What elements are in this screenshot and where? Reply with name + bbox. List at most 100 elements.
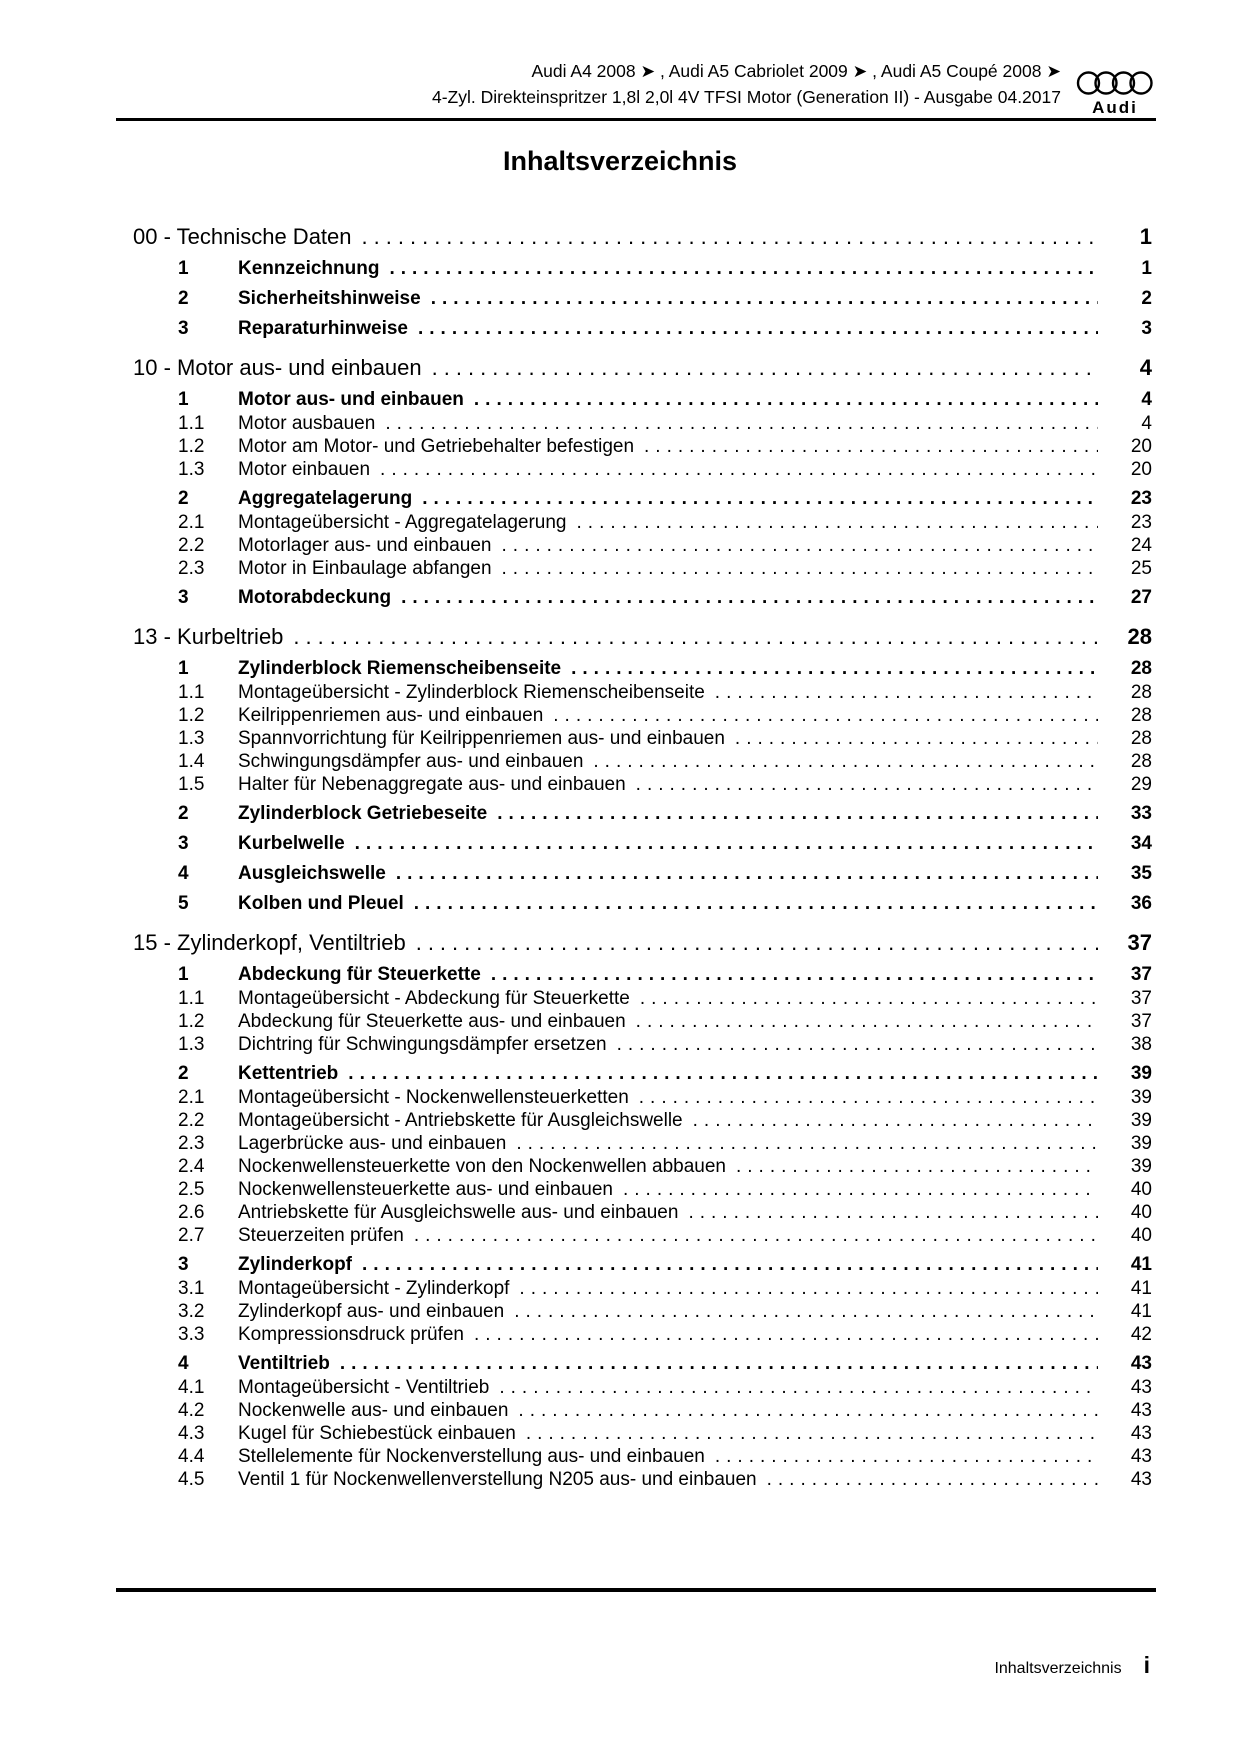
dot-leader: ........................................… — [418, 318, 1098, 339]
toc-chapter-row[interactable]: 00 - Technische Daten...................… — [116, 223, 1156, 251]
toc-entry-row[interactable]: 3.3 Kompressionsdruck prüfen.............… — [116, 1323, 1156, 1346]
toc-entry-row[interactable]: 1.2 Abdeckung für Steuerkette aus- und ei… — [116, 1010, 1156, 1033]
dot-leader: ........................................… — [525, 1423, 1098, 1444]
toc-entry-row[interactable]: 2.5 Nockenwellensteuerkette aus- und einb… — [116, 1178, 1156, 1201]
toc-entry-row[interactable]: 4.1 Montageübersicht - Ventiltrieb.......… — [116, 1376, 1156, 1399]
toc-entry-row[interactable]: 2.2 Motorlager aus- und einbauen.........… — [116, 534, 1156, 557]
dot-leader: ........................................… — [499, 1377, 1098, 1398]
toc-entry-title: Schwingungsdämpfer aus- und einbauen — [238, 751, 584, 772]
toc-page-number: 37 — [1130, 1011, 1152, 1032]
toc-entry-number: 1 — [178, 389, 189, 410]
toc-entry-row[interactable]: 1.2 Keilrippenriemen aus- und einbauen...… — [116, 704, 1156, 727]
toc-entry-number: 1.1 — [178, 413, 205, 434]
toc-page-number: 37 — [1127, 930, 1152, 955]
toc-entry-number: 2 — [178, 803, 189, 824]
toc-entry-title: Kurbelwelle — [238, 833, 345, 854]
toc-entry-row[interactable]: 1 Kennzeichnung..........................… — [116, 257, 1156, 281]
toc-entry-number: 1.3 — [178, 1034, 205, 1055]
toc-entry-number: 4.3 — [178, 1423, 205, 1444]
dot-leader: ........................................… — [354, 833, 1098, 854]
audi-rings-icon — [1076, 70, 1154, 98]
dot-leader: ........................................… — [688, 1202, 1098, 1223]
toc-entry-row[interactable]: 1 Abdeckung für Steuerkette..............… — [116, 963, 1156, 987]
toc-entry-row[interactable]: 4.2 Nockenwelle aus- und einbauen........… — [116, 1399, 1156, 1422]
toc-chapter-row[interactable]: 10 - Motor aus- und einbauen............… — [116, 354, 1156, 382]
toc-entry-row[interactable]: 3.2 Zylinderkopf aus- und einbauen.......… — [116, 1300, 1156, 1323]
toc-entry-row[interactable]: 3 Reparaturhinweise......................… — [116, 317, 1156, 341]
toc-entry-number: 1 — [178, 658, 189, 679]
toc-entry-row[interactable]: 1.3 Spannvorrichtung für Keilrippenriemen… — [116, 727, 1156, 750]
toc-entry-title: Motor in Einbaulage abfangen — [238, 558, 492, 579]
toc-entry-row[interactable]: 1.2 Motor am Motor- und Getriebehalter be… — [116, 435, 1156, 458]
page-title: Inhaltsverzeichnis — [502, 146, 738, 176]
toc-entry-number: 1.1 — [178, 682, 205, 703]
toc-entry-row[interactable]: 1.1 Montageübersicht - Zylinderblock Riem… — [116, 681, 1156, 704]
toc-entry-row[interactable]: 4.3 Kugel für Schiebestück einbauen......… — [116, 1422, 1156, 1445]
toc-page-number: 33 — [1130, 803, 1152, 824]
toc-entry-row[interactable]: 1.1 Motor ausbauen.......................… — [116, 412, 1156, 435]
toc-entry-title: Kennzeichnung — [238, 258, 380, 279]
toc-entry-number: 2.6 — [178, 1202, 205, 1223]
toc-page-number: 3 — [1141, 318, 1152, 339]
toc-entry-row[interactable]: 2.4 Nockenwellensteuerkette von den Nocke… — [116, 1155, 1156, 1178]
audi-wordmark: Audi — [1092, 98, 1138, 117]
toc-entry-row[interactable]: 2 Sicherheitshinweise....................… — [116, 287, 1156, 311]
page-header: Audi A4 2008 ➤ , Audi A5 Cabriolet 2009 … — [116, 58, 1156, 121]
dot-leader: ........................................… — [616, 1034, 1098, 1055]
toc-entry-number: 1.2 — [178, 705, 205, 726]
toc-entry-row[interactable]: 2 Zylinderblock Getriebeseite............… — [116, 802, 1156, 826]
toc-entry-title: Montageübersicht - Nockenwellensteuerket… — [238, 1087, 629, 1108]
toc-entry-number: 1 — [178, 258, 189, 279]
toc-entry-row[interactable]: 2.6 Antriebskette für Ausgleichswelle aus… — [116, 1201, 1156, 1224]
toc-page-number: 28 — [1130, 682, 1152, 703]
toc-entry-title: Nockenwellensteuerkette aus- und einbaue… — [238, 1179, 613, 1200]
toc-entry-number: 3 — [178, 833, 189, 854]
toc-entry-row[interactable]: 2.1 Montageübersicht - Nockenwellensteuer… — [116, 1086, 1156, 1109]
toc-entry-row[interactable]: 1.4 Schwingungsdämpfer aus- und einbauen.… — [116, 750, 1156, 773]
toc-entry-row[interactable]: 2.7 Steuerzeiten prüfen..................… — [116, 1224, 1156, 1247]
toc-entry-row[interactable]: 1.5 Halter für Nebenaggregate aus- und ei… — [116, 773, 1156, 796]
dot-leader: ........................................… — [413, 893, 1098, 914]
toc-entry-row[interactable]: 1 Motor aus- und einbauen................… — [116, 388, 1156, 412]
toc-entry-row[interactable]: 5 Kolben und Pleuel......................… — [116, 892, 1156, 916]
toc-entry-row[interactable]: 2.2 Montageübersicht - Antriebskette für … — [116, 1109, 1156, 1132]
toc-entry-row[interactable]: 3.1 Montageübersicht - Zylinderkopf......… — [116, 1277, 1156, 1300]
dot-leader: ........................................… — [638, 1087, 1098, 1108]
toc-entry-row[interactable]: 2 Kettentrieb............................… — [116, 1062, 1156, 1086]
toc-entry-row[interactable]: 2.1 Montageübersicht - Aggregatelagerung.… — [116, 511, 1156, 534]
toc-entry-title: Antriebskette für Ausgleichswelle aus- u… — [238, 1202, 679, 1223]
dot-leader: ........................................… — [361, 224, 1098, 249]
toc-entry-number: 3 — [178, 1254, 189, 1275]
toc-entry-number: 4.5 — [178, 1469, 205, 1490]
toc-entry-row[interactable]: 3 Zylinderkopf...........................… — [116, 1253, 1156, 1277]
dot-leader: ........................................… — [395, 863, 1098, 884]
toc-entry-title: Motorlager aus- und einbauen — [238, 535, 492, 556]
toc-entry-row[interactable]: 2 Aggregatelagerung......................… — [116, 487, 1156, 511]
toc-entry-number: 2.2 — [178, 535, 205, 556]
toc-entry-row[interactable]: 3 Kurbelwelle............................… — [116, 832, 1156, 856]
toc-page-number: 2 — [1141, 288, 1152, 309]
toc-entry-row[interactable]: 3 Motorabdeckung.........................… — [116, 586, 1156, 610]
toc-entry-row[interactable]: 2.3 Motor in Einbaulage abfangen.........… — [116, 557, 1156, 580]
toc-page-number: 28 — [1130, 705, 1152, 726]
toc-entry-row[interactable]: 1.3 Dichtring für Schwingungsdämpfer erse… — [116, 1033, 1156, 1056]
toc-entry-title: Motor am Motor- und Getriebehalter befes… — [238, 436, 635, 457]
dot-leader: ........................................… — [389, 258, 1098, 279]
toc-entry-number: 4 — [178, 863, 189, 884]
toc-entry-title: Aggregatelagerung — [238, 488, 413, 509]
toc-entry-title: Lagerbrücke aus- und einbauen — [238, 1133, 507, 1154]
toc-entry-row[interactable]: 2.3 Lagerbrücke aus- und einbauen........… — [116, 1132, 1156, 1155]
toc-entry-row[interactable]: 4 Ventiltrieb............................… — [116, 1352, 1156, 1376]
dot-leader: ........................................… — [692, 1110, 1098, 1131]
toc-entry-row[interactable]: 1.3 Motor einbauen.......................… — [116, 458, 1156, 481]
toc-chapter-row[interactable]: 15 - Zylinderkopf, Ventiltrieb..........… — [116, 929, 1156, 957]
header-engine-line: 4-Zyl. Direkteinspritzer 1,8l 2,0l 4V TF… — [432, 87, 1061, 107]
toc-entry-row[interactable]: 4.5 Ventil 1 für Nockenwellenverstellung … — [116, 1468, 1156, 1491]
toc-entry-title: Dichtring für Schwingungsdämpfer ersetze… — [238, 1034, 607, 1055]
toc-entry-row[interactable]: 4.4 Stellelemente für Nockenverstellung a… — [116, 1445, 1156, 1468]
toc-entry-number: 2.3 — [178, 1133, 205, 1154]
toc-chapter-row[interactable]: 13 - Kurbeltrieb........................… — [116, 623, 1156, 651]
toc-entry-row[interactable]: 1 Zylinderblock Riemenscheibenseite......… — [116, 657, 1156, 681]
toc-entry-row[interactable]: 4 Ausgleichswelle........................… — [116, 862, 1156, 886]
toc-entry-row[interactable]: 1.1 Montageübersicht - Abdeckung für Steu… — [116, 987, 1156, 1010]
